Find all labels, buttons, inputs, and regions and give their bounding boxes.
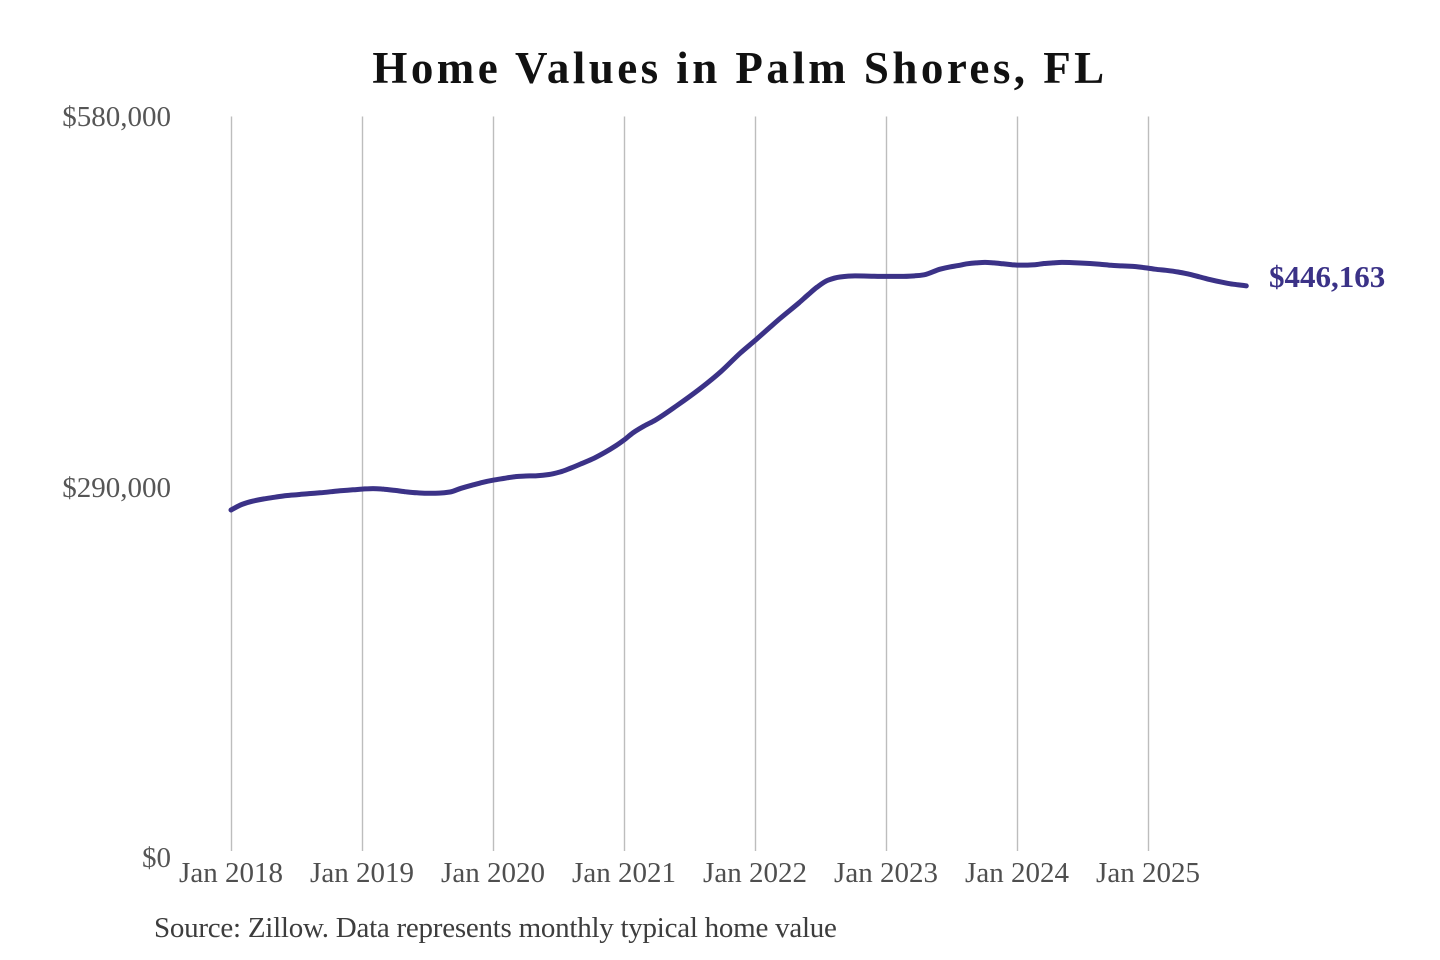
svg-text:Jan 2021: Jan 2021 [572, 857, 676, 889]
svg-text:$580,000: $580,000 [62, 101, 171, 133]
svg-text:Source: Zillow. Data represent: Source: Zillow. Data represents monthly … [154, 912, 837, 944]
svg-text:Jan 2020: Jan 2020 [441, 857, 545, 889]
svg-text:$446,163: $446,163 [1269, 259, 1385, 294]
svg-text:Jan 2023: Jan 2023 [834, 857, 938, 889]
svg-text:$0: $0 [142, 842, 171, 874]
svg-text:Jan 2022: Jan 2022 [703, 857, 807, 889]
svg-text:Jan 2018: Jan 2018 [179, 857, 283, 889]
svg-text:Home Values in Palm Shores, FL: Home Values in Palm Shores, FL [372, 43, 1107, 93]
svg-text:Jan 2025: Jan 2025 [1096, 857, 1200, 889]
svg-text:$290,000: $290,000 [62, 472, 171, 504]
svg-text:Jan 2024: Jan 2024 [965, 857, 1069, 889]
svg-text:Jan 2019: Jan 2019 [310, 857, 414, 889]
